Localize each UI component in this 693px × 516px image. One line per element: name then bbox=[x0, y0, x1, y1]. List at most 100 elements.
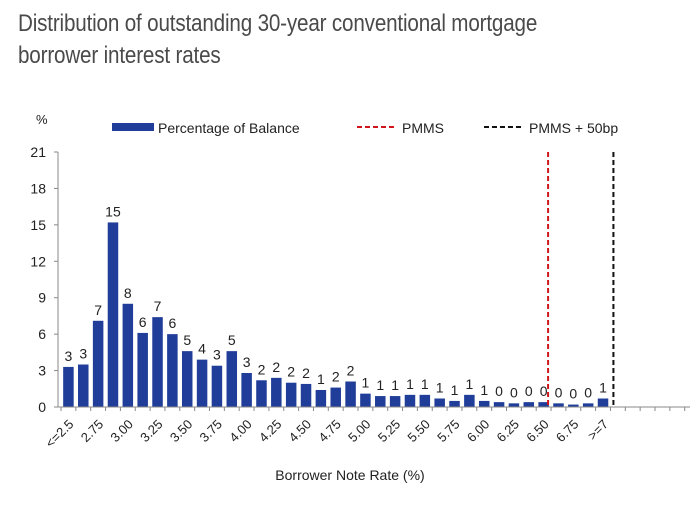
bar bbox=[211, 365, 223, 407]
bar bbox=[375, 396, 386, 407]
bar bbox=[345, 381, 356, 407]
data-label: 0 bbox=[555, 384, 563, 400]
y-axis: % 0 3 6 9 12 15 18 21 bbox=[30, 112, 59, 415]
x-tick-label: 5.50 bbox=[404, 417, 433, 446]
bar bbox=[256, 380, 267, 407]
data-label: 4 bbox=[198, 341, 206, 357]
legend-label: PMMS + 50bp bbox=[529, 120, 618, 136]
data-label: 2 bbox=[332, 369, 340, 385]
legend-label: PMMS bbox=[402, 120, 444, 136]
bar bbox=[582, 403, 594, 407]
bar bbox=[315, 390, 327, 407]
data-label: 0 bbox=[495, 383, 503, 399]
bar bbox=[226, 351, 238, 407]
x-axis: <=2.5 2.75 3.00 3.25 3.50 3.75 4.00 4.25 4.50 4.7… bbox=[42, 406, 690, 483]
x-tick-label: 3.00 bbox=[107, 417, 136, 446]
x-tick-label: 4.75 bbox=[315, 417, 344, 446]
y-tick-label: 21 bbox=[30, 144, 46, 160]
data-label: 1 bbox=[480, 382, 488, 398]
bar bbox=[493, 402, 505, 407]
data-label: 1 bbox=[376, 377, 384, 393]
x-tick-label: 5.75 bbox=[434, 417, 463, 446]
x-tick-label: 3.75 bbox=[197, 417, 226, 446]
bar bbox=[360, 393, 371, 407]
data-label: 5 bbox=[228, 332, 236, 348]
data-label: 1 bbox=[317, 371, 325, 387]
data-label: 1 bbox=[362, 375, 370, 391]
bar bbox=[285, 382, 297, 407]
data-label: 0 bbox=[510, 384, 518, 400]
x-tick-label: 6.50 bbox=[523, 417, 552, 446]
bar bbox=[152, 317, 163, 407]
chart-title: Distribution of outstanding 30-year conv… bbox=[18, 8, 586, 72]
bar bbox=[167, 334, 178, 407]
chart-title-line-2: borrower interest rates bbox=[18, 42, 221, 69]
x-axis-title: Borrower Note Rate (%) bbox=[275, 467, 424, 483]
bar bbox=[122, 303, 134, 407]
data-label: 1 bbox=[391, 377, 399, 393]
bar bbox=[404, 394, 416, 407]
data-label: 6 bbox=[168, 315, 176, 331]
reference-lines bbox=[547, 152, 615, 407]
data-label: 1 bbox=[599, 380, 607, 396]
bar bbox=[568, 404, 579, 407]
data-label: 2 bbox=[347, 363, 355, 379]
data-label: 1 bbox=[465, 376, 473, 392]
x-tick-label: 4.25 bbox=[256, 417, 285, 446]
data-label: 2 bbox=[302, 365, 310, 381]
x-tick-label: 3.25 bbox=[137, 417, 166, 446]
bar bbox=[63, 366, 74, 407]
x-tick-label: 5.25 bbox=[375, 417, 404, 446]
bar bbox=[300, 383, 312, 407]
bar bbox=[92, 320, 104, 407]
data-label: 1 bbox=[421, 376, 429, 392]
legend-swatch-bar bbox=[112, 123, 154, 131]
data-label: 5 bbox=[183, 332, 191, 348]
bar bbox=[597, 398, 609, 407]
data-label: 3 bbox=[213, 347, 221, 363]
bar bbox=[449, 400, 460, 407]
data-label: 0 bbox=[569, 386, 577, 402]
x-tick-label: 3.50 bbox=[167, 417, 196, 446]
y-tick-label: 15 bbox=[30, 217, 46, 233]
data-label: 1 bbox=[436, 380, 444, 396]
x-tick-label: 6.25 bbox=[494, 417, 523, 446]
x-tick-label: <=2.5 bbox=[42, 417, 76, 451]
data-label: 7 bbox=[154, 298, 162, 314]
y-tick-label: 18 bbox=[30, 180, 46, 196]
bar bbox=[523, 402, 535, 407]
bar bbox=[538, 402, 549, 407]
legend-label: Percentage of Balance bbox=[158, 120, 300, 136]
data-label: 0 bbox=[525, 383, 533, 399]
bar bbox=[330, 387, 341, 407]
x-tick-label: 2.75 bbox=[78, 417, 107, 446]
chart-title-line-1: Distribution of outstanding 30-year conv… bbox=[18, 10, 538, 37]
data-label: 1 bbox=[406, 376, 414, 392]
data-label: 7 bbox=[94, 302, 102, 318]
bar bbox=[419, 394, 431, 407]
x-tick-label: 4.50 bbox=[286, 417, 315, 446]
bar bbox=[196, 359, 208, 407]
x-tick-label: 6.00 bbox=[464, 417, 493, 446]
data-label: 0 bbox=[584, 384, 592, 400]
data-label: 3 bbox=[65, 348, 73, 364]
data-label: 3 bbox=[243, 354, 251, 370]
x-tick-label: 5.00 bbox=[345, 417, 374, 446]
data-label: 8 bbox=[124, 285, 132, 301]
data-label: 2 bbox=[287, 364, 295, 380]
bar bbox=[241, 373, 252, 407]
y-axis-unit: % bbox=[36, 112, 48, 127]
data-label: 0 bbox=[540, 383, 548, 399]
data-label: 6 bbox=[139, 314, 147, 330]
bar bbox=[271, 377, 282, 407]
bar bbox=[553, 403, 564, 407]
data-label: 2 bbox=[272, 359, 280, 375]
y-tick-label: 12 bbox=[30, 253, 46, 269]
bar bbox=[478, 400, 490, 407]
bar bbox=[181, 351, 193, 407]
bar bbox=[78, 364, 89, 407]
data-label: 15 bbox=[105, 203, 121, 219]
bar bbox=[434, 398, 445, 407]
